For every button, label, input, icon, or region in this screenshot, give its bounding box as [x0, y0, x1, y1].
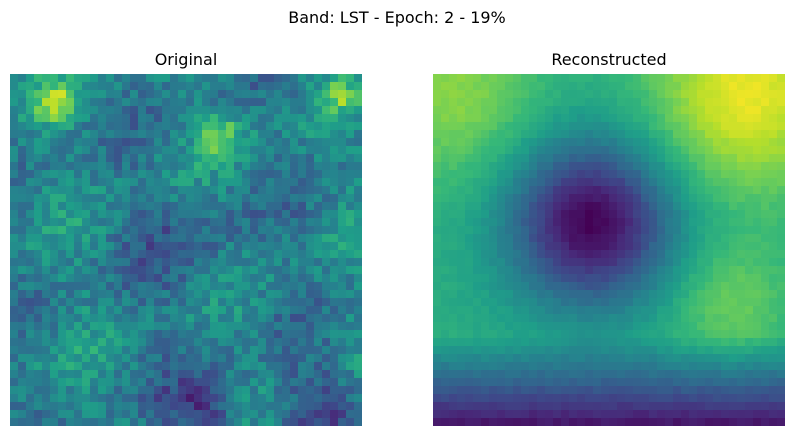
original-panel-title: Original	[154, 50, 218, 69]
original-panel: Original	[10, 50, 362, 426]
original-heatmap-image	[10, 74, 362, 426]
reconstructed-panel: Reconstructed	[433, 50, 785, 426]
reconstructed-panel-title: Reconstructed	[551, 50, 667, 69]
figure-suptitle: Band: LST - Epoch: 2 - 19%	[288, 8, 506, 27]
reconstructed-heatmap-image	[433, 74, 785, 426]
